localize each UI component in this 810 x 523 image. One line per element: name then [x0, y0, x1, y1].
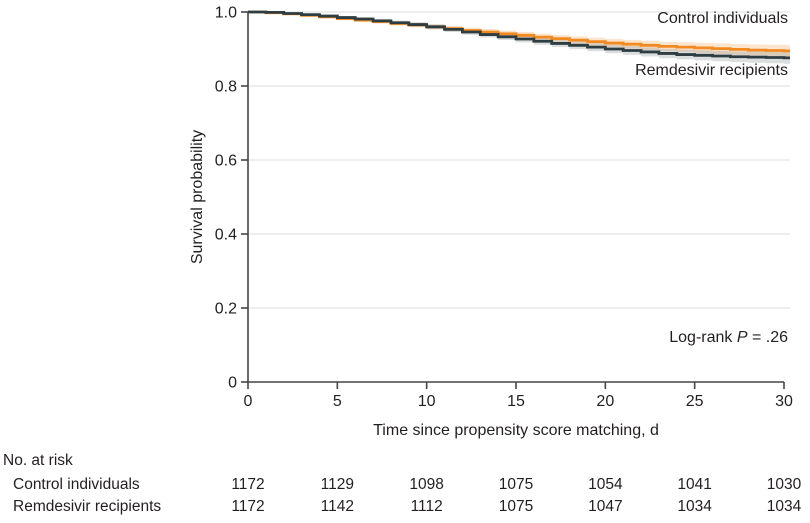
risk-count: 1075 [498, 498, 534, 515]
x-tick-label: 15 [507, 393, 525, 410]
y-tick-label: 0.8 [215, 79, 237, 96]
risk-count: 1054 [588, 476, 623, 493]
risk-count: 1034 [677, 498, 712, 515]
risk-count: 1075 [498, 476, 534, 493]
risk-count: 1172 [231, 476, 265, 493]
y-tick-label: 0 [228, 375, 237, 392]
risk-count: 1172 [231, 498, 265, 515]
logrank-prefix: Log-rank [669, 329, 737, 346]
series-label-control: Control individuals [657, 10, 788, 27]
risk-count: 1034 [766, 498, 802, 515]
x-tick-label: 5 [333, 393, 342, 410]
y-tick-label: 0.6 [215, 153, 237, 170]
logrank-value: = .26 [747, 329, 788, 346]
x-tick-label: 20 [596, 393, 614, 410]
km-line-1 [248, 10, 790, 60]
risk-count: 1098 [409, 476, 444, 493]
y-tick-label: 1.0 [215, 5, 237, 22]
y-axis-title: Survival probability [189, 129, 206, 265]
x-tick-label: 10 [418, 393, 436, 410]
x-axis-title: Time since propensity score matching, d [373, 422, 659, 439]
logrank-p-symbol: P [736, 329, 748, 346]
risk-count: 1041 [677, 476, 712, 493]
x-tick-label: 0 [244, 393, 253, 410]
risk-table-title: No. at risk [3, 452, 73, 469]
x-tick-label: 30 [775, 393, 793, 410]
risk-count: 1142 [320, 498, 354, 515]
risk-count: 1047 [588, 498, 623, 515]
logrank-annotation: Log-rank P = .26 [669, 329, 788, 347]
risk-row-label-remdesivir: Remdesivir recipients [13, 498, 162, 515]
y-tick-label: 0.4 [215, 227, 237, 244]
y-tick-label: 0.2 [215, 301, 237, 318]
risk-count: 1129 [320, 476, 354, 493]
x-tick-label: 25 [686, 393, 704, 410]
risk-count: 1030 [766, 476, 802, 493]
risk-row-label-control: Control individuals [13, 476, 140, 493]
series-label-remdesivir: Remdesivir recipients [635, 62, 788, 79]
risk-count: 1112 [410, 498, 443, 515]
